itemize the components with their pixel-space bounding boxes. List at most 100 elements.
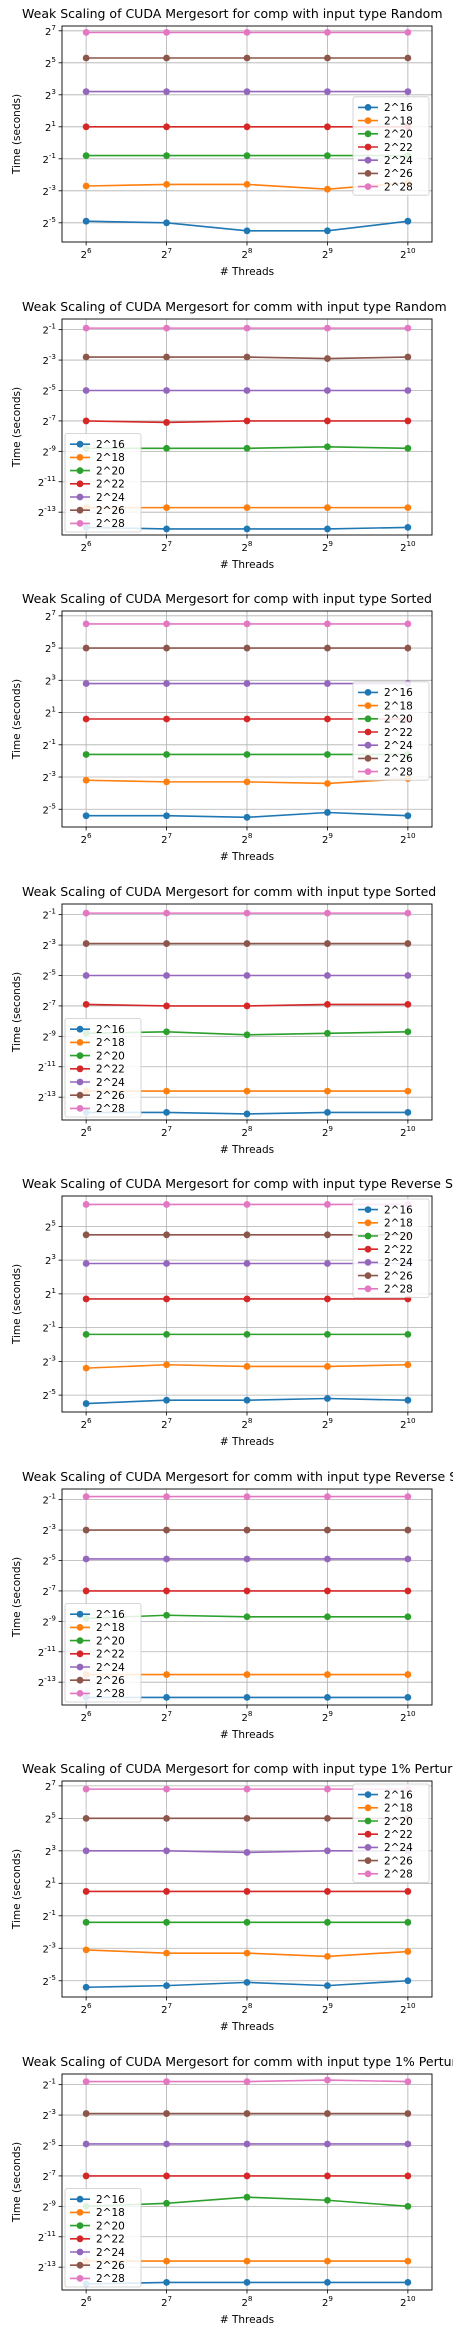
data-point bbox=[404, 1087, 412, 1094]
data-point bbox=[163, 1847, 170, 1855]
data-point bbox=[243, 386, 251, 394]
y-tick-label: 2-9 bbox=[42, 2198, 56, 2213]
y-tick-label: 23 bbox=[45, 87, 56, 102]
legend: 2^162^182^202^222^242^262^28 bbox=[64, 1017, 142, 1117]
x-tick-label: 210 bbox=[400, 831, 416, 846]
legend-label: 2^26 bbox=[96, 1675, 125, 1687]
x-tick-label: 29 bbox=[322, 1709, 333, 1724]
data-point bbox=[82, 1983, 90, 1991]
series-2^24 bbox=[82, 386, 412, 394]
data-point bbox=[324, 1231, 331, 1239]
legend-label: 2^22 bbox=[384, 1829, 413, 1841]
legend-label: 2^18 bbox=[384, 1218, 413, 1230]
data-point bbox=[324, 54, 331, 62]
data-point bbox=[243, 1231, 251, 1239]
data-point bbox=[82, 1295, 90, 1303]
x-tick-label: 27 bbox=[161, 1124, 172, 1139]
legend-label: 2^16 bbox=[96, 1024, 125, 1036]
legend-label: 2^24 bbox=[384, 740, 413, 752]
x-tick-label: 28 bbox=[242, 2294, 253, 2309]
data-point bbox=[324, 1108, 331, 1116]
x-tick-label: 210 bbox=[400, 1709, 416, 1724]
data-point bbox=[82, 152, 90, 160]
data-point bbox=[404, 2278, 412, 2286]
legend-label: 2^16 bbox=[96, 439, 125, 451]
data-point bbox=[243, 152, 251, 160]
legend-swatch-marker bbox=[364, 1206, 372, 1213]
y-tick-label: 25 bbox=[45, 1810, 56, 1825]
y-axis-label: Time (seconds) bbox=[11, 1556, 23, 1637]
legend-swatch-marker bbox=[76, 1610, 84, 1618]
series-2^24 bbox=[82, 88, 412, 95]
legend-swatch-marker bbox=[364, 1259, 372, 1266]
y-axis-label: Time (seconds) bbox=[11, 1264, 23, 1345]
y-tick-label: 2-1 bbox=[42, 906, 56, 921]
data-point bbox=[324, 386, 331, 394]
y-tick-label: 25 bbox=[45, 1218, 56, 1233]
legend-swatch-marker bbox=[76, 2221, 84, 2229]
legend-swatch-marker bbox=[364, 1245, 372, 1253]
y-tick-label: 2-5 bbox=[42, 967, 56, 982]
legend-box bbox=[64, 432, 142, 532]
legend-swatch-marker bbox=[364, 1791, 372, 1798]
data-point bbox=[404, 2109, 412, 2117]
data-point bbox=[324, 1330, 331, 1338]
data-point bbox=[163, 1670, 170, 1678]
legend-label: 2^28 bbox=[96, 1688, 125, 1700]
data-point bbox=[324, 29, 331, 36]
legend-swatch-marker bbox=[76, 2208, 84, 2216]
data-point bbox=[82, 1847, 90, 1855]
data-point bbox=[404, 29, 412, 36]
legend-label: 2^18 bbox=[96, 1037, 125, 1049]
chart-title: Weak Scaling of CUDA Mergesort for comm … bbox=[22, 299, 447, 314]
legend-swatch-marker bbox=[364, 156, 372, 164]
series-2^20 bbox=[82, 1330, 412, 1338]
data-point bbox=[324, 2196, 331, 2204]
data-point bbox=[243, 1201, 251, 1208]
data-point bbox=[163, 1330, 170, 1338]
data-point bbox=[243, 227, 251, 235]
data-point bbox=[82, 776, 90, 784]
data-point bbox=[163, 386, 170, 394]
y-tick-label: 2-3 bbox=[42, 1353, 56, 1368]
legend-swatch-marker bbox=[364, 1857, 372, 1864]
data-point bbox=[324, 1847, 331, 1855]
legend-label: 2^24 bbox=[96, 491, 125, 503]
y-tick-label: 2-3 bbox=[42, 2107, 56, 2122]
y-tick-label: 21 bbox=[45, 705, 56, 720]
legend-swatch-marker bbox=[364, 1804, 372, 1812]
data-point bbox=[163, 1949, 170, 1957]
chart-title: Weak Scaling of CUDA Mergesort for comm … bbox=[22, 2054, 453, 2069]
data-point bbox=[82, 324, 90, 332]
legend-label: 2^20 bbox=[96, 1635, 125, 1647]
data-point bbox=[163, 324, 170, 332]
chart-title: Weak Scaling of CUDA Mergesort for comp … bbox=[22, 6, 443, 21]
legend-label: 2^20 bbox=[96, 465, 125, 477]
data-point bbox=[324, 503, 331, 511]
legend-label: 2^18 bbox=[384, 1803, 413, 1815]
data-point bbox=[243, 1492, 251, 1500]
data-point bbox=[163, 1002, 170, 1009]
data-point bbox=[404, 1977, 412, 1985]
x-tick-label: 27 bbox=[161, 1416, 172, 1431]
legend: 2^162^182^202^222^242^262^28 bbox=[352, 681, 430, 781]
data-point bbox=[404, 1492, 412, 1500]
x-tick-label: 27 bbox=[161, 2001, 172, 2016]
legend-swatch-marker bbox=[364, 1817, 372, 1825]
data-point bbox=[163, 1295, 170, 1303]
data-point bbox=[82, 2172, 90, 2179]
legend-swatch-marker bbox=[76, 2274, 84, 2282]
x-tick-label: 28 bbox=[242, 831, 253, 846]
y-tick-label: 2-13 bbox=[38, 504, 56, 519]
data-point bbox=[243, 1785, 251, 1793]
y-tick-label: 2-3 bbox=[42, 1522, 56, 1537]
legend-swatch-marker bbox=[76, 1038, 84, 1046]
data-point bbox=[324, 939, 331, 947]
data-point bbox=[324, 644, 331, 652]
series-2^16 bbox=[82, 1395, 412, 1407]
data-point bbox=[82, 1785, 90, 1793]
series-2^28 bbox=[82, 620, 412, 628]
y-axis-label: Time (seconds) bbox=[11, 1849, 23, 1930]
x-tick-label: 27 bbox=[161, 831, 172, 846]
y-tick-label: 2-1 bbox=[42, 2076, 56, 2091]
